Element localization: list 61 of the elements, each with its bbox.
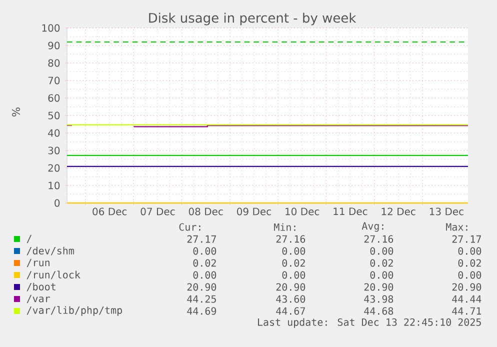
y-tick-label: 70 xyxy=(48,76,60,84)
text: 44.25 xyxy=(187,295,216,303)
text: 0.00 xyxy=(458,247,482,255)
x-tick-label: 11 Dec xyxy=(334,208,368,216)
legend-label: /var xyxy=(26,294,50,304)
legend-label: /var/lib/php/tmp xyxy=(26,306,122,316)
text: 0.00 xyxy=(370,247,394,255)
x-tick-label: 07 Dec xyxy=(140,208,175,216)
legend-label: /dev/shm xyxy=(26,246,74,256)
text: 0.00 xyxy=(193,247,216,255)
text: 44.44 xyxy=(452,295,482,303)
text: Min: xyxy=(274,223,296,231)
y-tick-label: 20 xyxy=(48,164,60,172)
text: Max: xyxy=(446,223,468,231)
text: Last update: Sat Dec 13 22:45:10 2025 xyxy=(258,318,481,328)
text: 20.90 xyxy=(276,283,306,291)
x-tick-label: 10 Dec xyxy=(286,208,320,216)
y-tick-label: 0 xyxy=(54,199,60,207)
y-tick-label: 10 xyxy=(48,182,60,190)
text: Cur: xyxy=(179,223,200,231)
text: 27.17 xyxy=(187,235,216,243)
legend-label: /boot xyxy=(26,282,56,292)
text: 0.02 xyxy=(282,259,305,267)
text: 20.90 xyxy=(187,283,216,291)
text: 0.02 xyxy=(370,259,393,267)
text: 44.67 xyxy=(276,307,305,315)
text: 0.02 xyxy=(193,259,216,267)
legend-label: /run/lock xyxy=(26,270,80,280)
x-tick-label: 13 Dec xyxy=(430,208,464,216)
y-tick-label: 100 xyxy=(42,24,60,32)
x-tick-label: 08 Dec xyxy=(188,208,223,216)
text: 44.68 xyxy=(364,307,394,315)
text: 44.71 xyxy=(452,307,482,315)
x-tick-label: 09 Dec xyxy=(237,208,271,216)
text: 44.69 xyxy=(187,307,216,315)
text: 27.16 xyxy=(364,235,394,243)
text: 0.00 xyxy=(370,271,394,279)
y-tick-label: 50 xyxy=(48,112,60,120)
y-tick-label: 40 xyxy=(48,129,60,137)
chart-title: Disk usage in percent - by week xyxy=(149,12,356,26)
x-tick-label: 06 Dec xyxy=(92,208,127,216)
text: 20.90 xyxy=(364,283,394,291)
x-tick-label: 12 Dec xyxy=(382,208,416,216)
legend-label: / xyxy=(26,234,32,244)
text: 0.00 xyxy=(282,271,306,279)
y-axis-title: % xyxy=(12,108,20,116)
text: 43.98 xyxy=(364,295,394,303)
text: 0.02 xyxy=(458,259,481,267)
text: 0.00 xyxy=(193,271,216,279)
y-tick-label: 80 xyxy=(48,59,60,67)
text: 43.60 xyxy=(276,295,306,303)
y-tick-label: 60 xyxy=(48,94,60,102)
text: 0.00 xyxy=(282,247,306,255)
text: 27.16 xyxy=(276,235,306,243)
y-tick-label: 30 xyxy=(48,146,60,154)
legend-label: /run xyxy=(26,258,50,268)
text: 27.17 xyxy=(452,235,481,243)
text: 20.90 xyxy=(452,283,482,291)
y-tick-label: 90 xyxy=(48,42,60,50)
text: 0.00 xyxy=(458,271,482,279)
text: Avg: xyxy=(362,222,384,232)
